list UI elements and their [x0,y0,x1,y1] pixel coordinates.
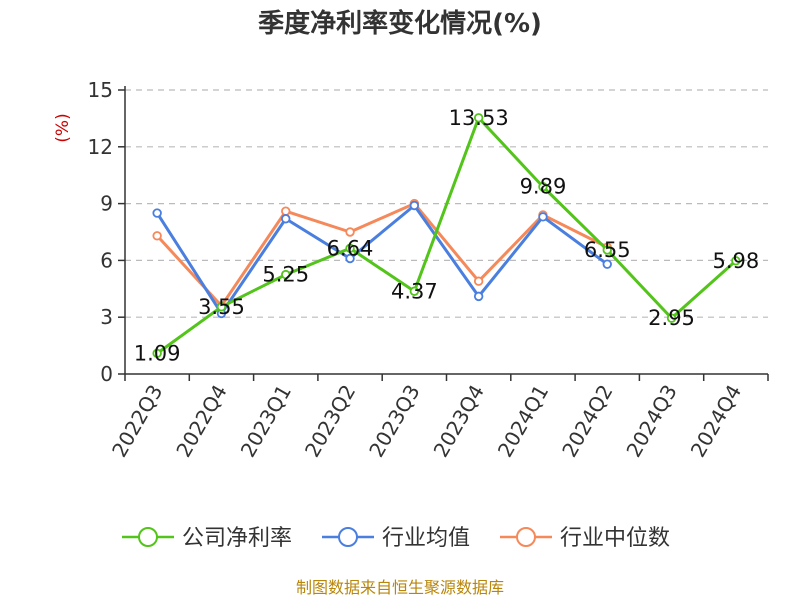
data-label: 6.55 [584,238,631,262]
legend-label: 行业均值 [382,526,470,551]
source-note: 制图数据来自恒生聚源数据库 [296,578,504,597]
data-label: 6.64 [327,236,374,260]
y-tick-label: 12 [88,135,113,159]
x-tick-label: 2023Q1 [236,381,296,462]
data-label: 5.98 [712,249,759,273]
chart-title: 季度净利率变化情况(%) [258,8,542,39]
legend-label: 行业中位数 [560,526,670,551]
data-label: 1.09 [134,341,181,365]
series-line-2 [156,202,608,308]
legend-label: 公司净利率 [182,526,292,551]
data-point [345,253,355,264]
data-point [152,208,162,218]
data-label: 13.53 [449,106,509,130]
data-label: 2.95 [648,306,695,330]
y-tick-label: 9 [100,192,113,216]
x-tick-label: 2024Q3 [621,381,681,462]
legend: 公司净利率 行业均值 行业中位数 [122,526,670,551]
series-line-1 [155,203,609,315]
data-label: 5.25 [262,263,309,287]
data-label: 4.37 [391,279,438,303]
data-point [473,291,484,302]
data-point [538,182,548,192]
data-point [216,302,227,312]
x-tick-label: 2024Q4 [686,381,746,462]
legend-marker [516,527,536,547]
data-point [409,200,420,211]
data-point [602,259,612,269]
data-point [281,214,291,224]
x-tick-label: 2023Q3 [364,381,424,462]
series-lines [152,113,741,359]
y-tick-label: 6 [100,248,113,272]
legend-marker [338,527,358,547]
x-tick-label: 2024Q1 [493,381,553,462]
x-tick-label: 2022Q4 [171,381,231,462]
x-tick-label: 2022Q3 [107,381,167,462]
data-label: 9.89 [520,175,567,199]
y-tick-label: 15 [88,78,113,102]
series-line-0 [156,116,737,355]
data-labels: 1.09 3.55 5.25 6.64 4.37 13.53 9.89 6.55 2.95 5.9… [134,106,759,366]
data-point [152,348,162,359]
legend-marker [138,527,158,547]
x-tick-label: 2023Q2 [300,381,360,462]
data-point [281,269,291,280]
data-point [281,206,291,216]
data-point [473,276,484,286]
y-tick-label: 3 [100,305,113,329]
y-axis-unit: (%) [53,113,73,142]
data-point [345,227,355,237]
data-point [473,113,484,123]
data-point [409,286,420,296]
data-point [666,313,677,323]
data-point [602,245,612,255]
x-tick-label: 2024Q2 [557,381,617,462]
y-tick-label: 0 [100,362,113,386]
data-label: 3.55 [198,295,245,319]
data-point [345,243,355,253]
data-point [152,231,162,241]
data-point [731,256,741,266]
data-point [538,212,548,222]
x-tick-label: 2023Q4 [429,381,489,462]
